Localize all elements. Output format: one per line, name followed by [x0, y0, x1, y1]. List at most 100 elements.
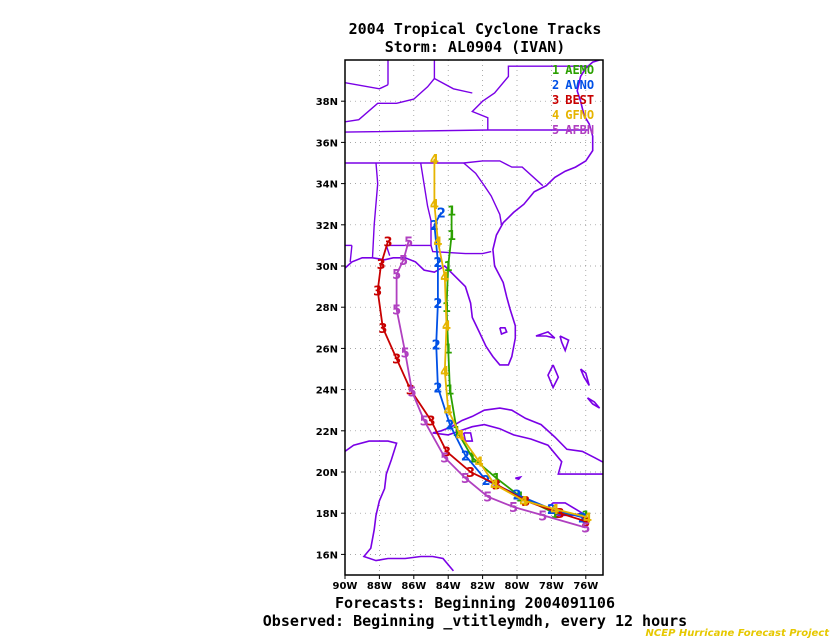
lon-tick-label: 90W	[333, 581, 358, 592]
lat-tick-label: 18N	[316, 509, 338, 520]
track-marker: 3	[581, 515, 590, 530]
track-marker: 5	[581, 522, 590, 537]
track-line	[395, 241, 587, 529]
track-marker: 1	[468, 452, 477, 467]
track-marker: 4	[440, 270, 449, 285]
track-marker: 3	[373, 285, 382, 300]
forecast-start-label: Forecasts: Beginning 2004091106	[335, 594, 615, 612]
track-marker: 2	[482, 474, 491, 489]
coastline-segment	[535, 330, 556, 339]
track-marker: 3	[392, 353, 401, 368]
coastline-segment	[559, 335, 570, 353]
lon-tick-label: 82W	[470, 581, 495, 592]
coastline-segment	[345, 440, 455, 572]
lon-tick-label: 86W	[401, 581, 426, 592]
track-marker: 1	[444, 342, 453, 357]
coastline-segment	[579, 368, 590, 386]
track-marker: 5	[509, 501, 518, 516]
track-marker: 1	[452, 425, 461, 440]
axis-ticks: 16N 18N 20N 22N 24N 26N 28N 30N 32N 34N 36N 38N 90W 8…	[316, 97, 599, 592]
track-marker: 5	[392, 268, 401, 283]
track-marker: 5	[461, 472, 470, 487]
legend-entry: 2 AVNO	[552, 78, 594, 92]
lat-tick-label: 20N	[316, 468, 338, 479]
legend-name: AVNO	[565, 78, 594, 92]
state-border	[430, 245, 492, 255]
track-marker: 2	[578, 511, 587, 526]
track-marker: 5	[483, 491, 492, 506]
state-border	[349, 245, 353, 262]
track-marker: 3	[521, 495, 530, 510]
state-border	[371, 162, 379, 258]
track-marker: 2	[433, 256, 442, 271]
track-marker: 4	[442, 320, 451, 335]
track-marker: 4	[430, 153, 439, 168]
legend-id: 4	[552, 108, 559, 122]
track-marker: 3	[383, 235, 392, 250]
track-marker: 4	[519, 495, 528, 510]
lon-tick-label: 88W	[367, 581, 392, 592]
track-marker: 5	[399, 254, 408, 269]
track-marker: 2	[461, 450, 470, 465]
track-marker: 3	[426, 415, 435, 430]
credit-label: NCEP Hurricane Forecast Project	[645, 628, 829, 639]
legend-id: 2	[552, 78, 559, 92]
track-marker: 3	[466, 466, 475, 481]
grid-lines	[344, 60, 603, 575]
storm-tracks: 1111111111112222222222223333333333333444…	[373, 153, 592, 537]
lat-tick-label: 16N	[316, 550, 338, 561]
lat-tick-label: 22N	[316, 427, 338, 438]
state-border	[463, 162, 503, 225]
lat-tick-label: 26N	[316, 344, 338, 355]
state-border	[345, 160, 544, 187]
lat-tick-label: 36N	[316, 138, 338, 149]
track-marker: 3	[377, 258, 386, 273]
track-marker: 1	[447, 229, 456, 244]
track-marker: 2	[433, 382, 442, 397]
track-marker: 3	[406, 384, 415, 399]
legend-entry: 1 AEMO	[552, 63, 594, 77]
track-marker: 4	[456, 429, 465, 444]
track-marker: 4	[475, 456, 484, 471]
legend-entry: 3 BEST	[552, 93, 594, 107]
legend-id: 5	[552, 123, 559, 137]
track-line	[433, 158, 588, 519]
legend-entry: 5 AFBN	[552, 123, 594, 137]
track-marker: 3	[378, 322, 387, 337]
track-marker: 2	[433, 297, 442, 312]
track-marker: 1	[447, 204, 456, 219]
track-marker: 4	[440, 365, 449, 380]
lat-tick-label: 32N	[316, 221, 338, 232]
legend-name: AFBN	[565, 123, 594, 137]
coastline-segment	[547, 364, 560, 390]
track-marker: 2	[432, 338, 441, 353]
map-title: 2004 Tropical Cyclone Tracks	[348, 20, 602, 38]
track-marker: 5	[404, 235, 413, 250]
coastline-segment	[515, 475, 523, 481]
track-marker: 4	[430, 198, 439, 213]
coastline-segment	[345, 60, 600, 366]
track-marker: 1	[550, 507, 559, 522]
lat-tick-label: 30N	[316, 262, 338, 273]
coastline-segment	[432, 407, 603, 475]
track-marker: 3	[555, 507, 564, 522]
coastline-segment	[545, 502, 585, 517]
lon-tick-label: 80W	[505, 581, 530, 592]
track-marker: 5	[440, 452, 449, 467]
coastline-segment	[586, 397, 601, 409]
track-marker: 5	[392, 303, 401, 318]
legend-entry: 4 GFNO	[552, 108, 594, 122]
legend-name: BEST	[565, 93, 594, 107]
track-marker: 2	[430, 219, 439, 234]
track-marker: 2	[445, 419, 454, 434]
track-marker: 4	[583, 511, 592, 526]
lat-tick-label: 28N	[316, 303, 338, 314]
state-border	[345, 82, 389, 90]
legend-name: AEMO	[565, 63, 594, 77]
coastlines	[345, 60, 603, 572]
track-marker: 4	[433, 235, 442, 250]
